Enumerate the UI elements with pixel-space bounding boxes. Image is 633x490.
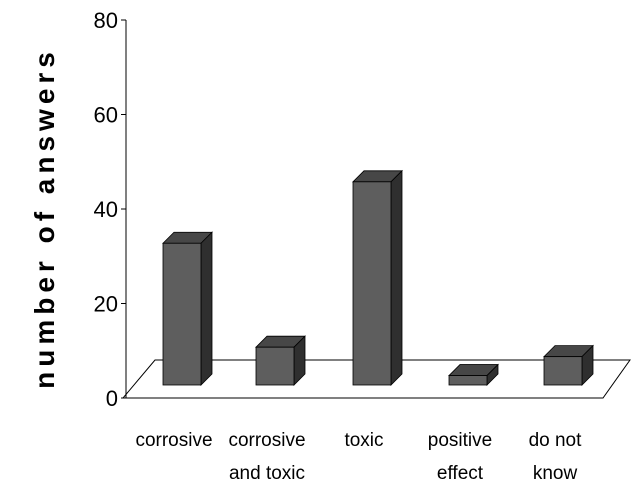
bar-side [390, 169, 403, 386]
bar [255, 335, 306, 386]
bar-front [543, 356, 583, 386]
y-axis: 0 20 40 60 80 [94, 8, 127, 411]
x-category-label: do not know [529, 430, 583, 484]
y-tick-label: 0 [106, 386, 118, 411]
bar [352, 169, 403, 386]
x-category-label-line: corrosive [135, 430, 212, 451]
category-labels: corrosive corrosive and toxic toxic positive… [135, 430, 582, 484]
x-category-label-line: positive [428, 430, 492, 451]
x-category-label-line: and toxic [229, 463, 305, 484]
x-category-label-line: toxic [344, 430, 383, 451]
x-category-label-line: corrosive [228, 430, 305, 451]
bar [448, 363, 499, 386]
bar-front [448, 375, 488, 386]
bar [162, 231, 213, 386]
x-category-label-line: effect [437, 463, 484, 484]
bar-side [200, 231, 213, 386]
bar-front [255, 346, 295, 386]
bar [543, 344, 594, 386]
x-category-label-line: know [533, 463, 578, 484]
y-tick-label: 80 [94, 8, 118, 33]
x-category-label: toxic [344, 430, 383, 451]
y-tick-label: 20 [94, 292, 118, 317]
x-category-label: positive effect [428, 430, 492, 484]
bar-front [352, 181, 392, 386]
bar-front [162, 242, 202, 386]
x-category-label: corrosive and toxic [228, 430, 305, 484]
x-category-label-line: do not [529, 430, 583, 451]
y-axis-title: number of answers [29, 47, 60, 389]
y-tick-label: 40 [94, 197, 118, 222]
floor-plane [121, 359, 631, 399]
chart-floor [121, 359, 631, 399]
x-category-label: corrosive [135, 430, 212, 451]
bars [162, 169, 594, 386]
y-tick-label: 60 [94, 103, 118, 128]
